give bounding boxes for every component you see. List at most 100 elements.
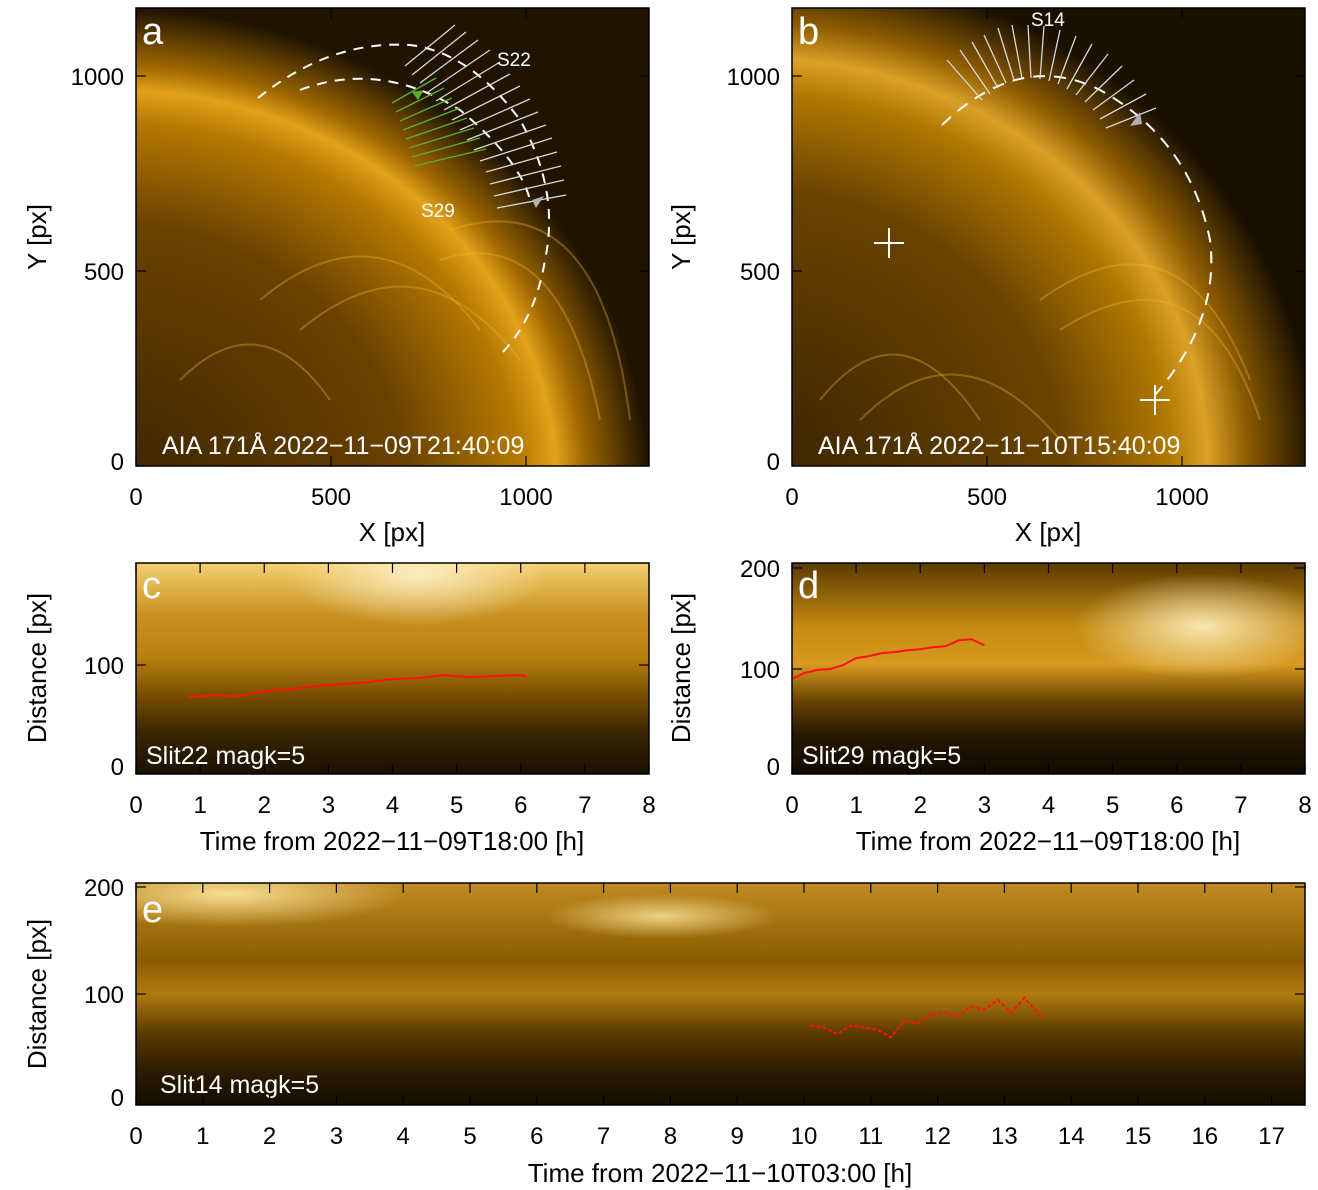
panel-e-track-line-0	[810, 996, 1046, 1039]
panel-a-green-arrow	[412, 90, 424, 100]
panel-c-xtick-label-3: 3	[322, 792, 335, 819]
panel-e-xtick-label-7: 7	[597, 1123, 610, 1150]
panel-a-green-slits	[391, 77, 487, 167]
panel-e-xtick-label-2: 2	[263, 1123, 276, 1150]
panel-a-loops	[179, 220, 631, 421]
panel-b-ytick-1000: 1000	[727, 64, 780, 91]
panel-d-glow	[792, 563, 1305, 774]
panel-e-xtick-label-0: 0	[129, 1123, 142, 1150]
panel-c-xtick-label-4: 4	[386, 792, 399, 819]
panel-e-yticks	[136, 886, 1305, 995]
panel-e-xtick-label-15: 15	[1125, 1123, 1152, 1150]
panel-c-xticks-layer: 0 1 2 3 4 5 6 7 8	[129, 563, 656, 819]
panel-d-xticks-layer: 0 1 2 3 4 5 6 7 8	[785, 563, 1312, 819]
panel-d-xtick-label-3: 3	[978, 792, 991, 819]
panel-e-xtick-label-12: 12	[924, 1123, 951, 1150]
panel-b: S14 b AIA 171Å 2022−11−10T15:40:09 0 500…	[666, 7, 1306, 547]
panel-b-gray-arrow	[1130, 112, 1142, 126]
panel-d-yticks	[792, 567, 1305, 670]
panel-e-caption: Slit14 magk=5	[160, 1071, 319, 1099]
panel-e-xticks-layer: 0 1 2 3 4 5 6 7 8 9 10 11 12 13 14 15 16 17	[129, 883, 1285, 1150]
panel-c-xtick-label-6: 6	[514, 792, 527, 819]
panel-e-xtick-label-8: 8	[664, 1123, 677, 1150]
panel-d-xtick-label-0: 0	[785, 792, 798, 819]
panel-d-xtick-label-8: 8	[1298, 792, 1311, 819]
panel-d-ytick-200: 200	[740, 556, 780, 583]
panel-a-slit-label-s29: S29	[421, 201, 455, 222]
panel-b-xtick-0: 0	[785, 484, 798, 511]
panel-c-letter: c	[142, 565, 161, 607]
panel-d-ylabel: Distance [px]	[666, 593, 696, 743]
panel-b-letter: b	[798, 11, 819, 53]
panel-d-letter: d	[798, 565, 819, 607]
panel-d-xtick-label-6: 6	[1170, 792, 1183, 819]
panel-c-xlabel: Time from 2022−11−09T18:00 [h]	[200, 826, 584, 856]
panel-c-caption: Slit22 magk=5	[146, 742, 305, 770]
panel-a-ytick-0: 0	[111, 449, 124, 476]
panel-c-track-line-0	[187, 674, 528, 699]
panel-a-slit-label-s22: S22	[497, 50, 531, 71]
panel-b-ticks	[792, 8, 1305, 466]
panel-c-xtick-label-5: 5	[450, 792, 463, 819]
panel-e-ytick-200: 200	[84, 875, 124, 902]
panel-e-xtick-label-13: 13	[991, 1123, 1018, 1150]
panel-e-xtick-label-1: 1	[196, 1123, 209, 1150]
panel-b-xtick-1000: 1000	[1155, 484, 1208, 511]
panel-a-letter: a	[142, 11, 164, 53]
panel-b-loops	[819, 263, 1261, 441]
panel-e-xtick-label-5: 5	[463, 1123, 476, 1150]
panel-b-frame	[791, 7, 1306, 467]
panel-b-loop-trace	[941, 75, 1213, 396]
panel-b-caption: AIA 171Å 2022−11−10T15:40:09	[818, 430, 1180, 460]
panel-e-ytick-100: 100	[84, 982, 124, 1009]
panel-a-loop-trace	[257, 43, 551, 356]
panel-d-xlabel: Time from 2022−11−09T18:00 [h]	[856, 826, 1240, 856]
panel-d-caption: Slit29 magk=5	[802, 742, 961, 770]
panel-c: c Slit22 magk=5 0 1 2 3 4 5 6 7 8 0 100 Time fro…	[22, 562, 656, 856]
panel-d-track-line-0	[791, 638, 985, 680]
panel-c-ylabel: Distance [px]	[22, 593, 52, 743]
panel-a-slits	[404, 24, 567, 209]
panel-b-slit-label-s14: S14	[1031, 10, 1065, 31]
panel-d-xtick-label-7: 7	[1234, 792, 1247, 819]
panel-c-track-layer	[187, 674, 528, 699]
panel-b-xlabel: X [px]	[1015, 517, 1081, 547]
panel-b-crosshair-1	[874, 228, 904, 258]
panel-b-image	[792, 8, 1305, 466]
panel-e-xtick-label-3: 3	[330, 1123, 343, 1150]
panel-d-xtick-label-5: 5	[1106, 792, 1119, 819]
panel-e-xtick-label-17: 17	[1258, 1123, 1285, 1150]
panel-e-xtick-label-14: 14	[1058, 1123, 1085, 1150]
panel-d-ytick-100: 100	[740, 657, 780, 684]
panel-b-slits	[946, 24, 1157, 129]
panel-d-xtick-label-4: 4	[1042, 792, 1055, 819]
panel-c-ytick-0: 0	[111, 754, 124, 781]
panel-c-xtick-label-7: 7	[578, 792, 591, 819]
panel-b-ytick-0: 0	[767, 449, 780, 476]
panel-a-xtick-1000: 1000	[499, 484, 552, 511]
panel-e-track-layer	[810, 996, 1046, 1039]
panel-b-xtick-500: 500	[967, 484, 1007, 511]
panel-d-xtick-label-1: 1	[849, 792, 862, 819]
panel-a-ytick-1000: 1000	[71, 64, 124, 91]
panel-d: d Slit29 magk=5 0 1 2 3 4 5 6 7 8 0 100 200 Time…	[666, 556, 1312, 856]
panel-a-image	[136, 8, 649, 466]
panel-e-xtick-label-9: 9	[731, 1123, 744, 1150]
panel-e-xtick-label-11: 11	[858, 1123, 883, 1150]
panel-e-ytick-0: 0	[111, 1085, 124, 1112]
panel-e-xtick-label-4: 4	[397, 1123, 410, 1150]
panel-e-xtick-label-10: 10	[791, 1123, 818, 1150]
panel-a-xtick-0: 0	[129, 484, 142, 511]
panel-a-ticks	[135, 8, 649, 467]
panel-d-ytick-0: 0	[767, 754, 780, 781]
panel-b-crosshair-2	[1140, 385, 1170, 415]
panel-e-letter: e	[142, 889, 163, 931]
panel-e-xtick-label-6: 6	[530, 1123, 543, 1150]
panel-a-frame	[135, 7, 650, 467]
panel-a-caption: AIA 171Å 2022−11−09T21:40:09	[162, 430, 524, 460]
panel-a-gray-arrow	[532, 196, 544, 208]
panel-e-xtick-label-16: 16	[1191, 1123, 1218, 1150]
panel-c-xtick-label-8: 8	[642, 792, 655, 819]
panel-b-ytick-500: 500	[740, 259, 780, 286]
panel-d-track-layer	[791, 638, 985, 680]
